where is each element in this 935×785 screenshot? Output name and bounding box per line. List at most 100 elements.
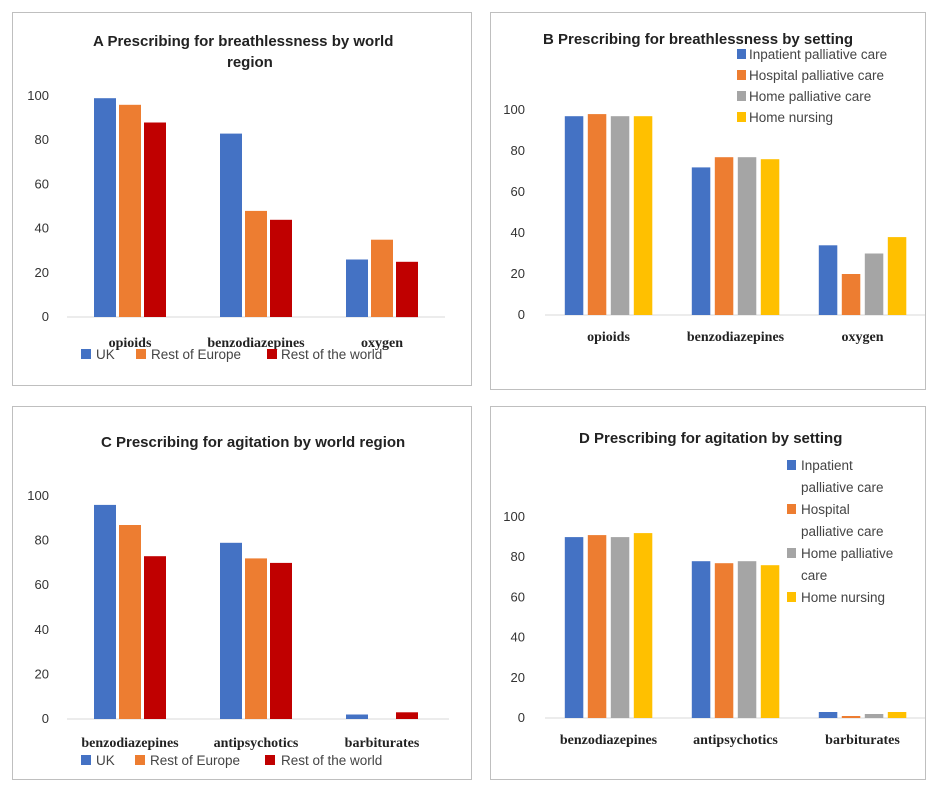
y-tick-label: 20 bbox=[35, 265, 49, 280]
legend-swatch bbox=[267, 349, 277, 359]
bar bbox=[737, 157, 757, 315]
legend-swatch bbox=[737, 49, 746, 59]
category-label: antipsychotics bbox=[693, 733, 778, 748]
category-label: benzodiazepines bbox=[560, 733, 658, 748]
legend-label: Home palliative care bbox=[749, 89, 871, 104]
bar bbox=[760, 565, 780, 718]
chart-title: A Prescribing for breathlessness by worl… bbox=[93, 33, 393, 50]
bar bbox=[94, 504, 116, 719]
category-label: opioids bbox=[109, 336, 152, 351]
legend-swatch bbox=[737, 112, 746, 122]
chart-c: C Prescribing for agitation by world reg… bbox=[27, 434, 449, 768]
legend-swatch bbox=[787, 548, 796, 558]
y-tick-label: 60 bbox=[35, 577, 49, 592]
category-label: barbiturates bbox=[345, 736, 420, 751]
bar bbox=[887, 237, 907, 315]
legend-swatch bbox=[81, 349, 91, 359]
bar bbox=[691, 561, 711, 718]
category-label: antipsychotics bbox=[214, 736, 299, 751]
bar bbox=[818, 712, 838, 718]
bar bbox=[887, 712, 907, 718]
bar bbox=[633, 533, 653, 718]
chart-panel-c: C Prescribing for agitation by world reg… bbox=[12, 406, 472, 780]
bar bbox=[737, 561, 757, 718]
y-tick-label: 100 bbox=[503, 102, 525, 117]
bar bbox=[94, 98, 116, 317]
y-tick-label: 40 bbox=[511, 630, 525, 645]
legend-swatch bbox=[136, 349, 146, 359]
category-label: oxygen bbox=[361, 336, 403, 351]
y-tick-label: 0 bbox=[42, 309, 49, 324]
bar bbox=[144, 556, 166, 719]
y-tick-label: 0 bbox=[518, 307, 525, 322]
legend-swatch bbox=[737, 70, 746, 80]
bar bbox=[610, 116, 630, 315]
chart-panel-b: B Prescribing for breathlessness by sett… bbox=[490, 12, 926, 390]
legend-label: Home nursing bbox=[749, 110, 833, 125]
bar bbox=[714, 563, 734, 718]
bar bbox=[396, 261, 418, 318]
bar bbox=[587, 535, 607, 718]
y-tick-label: 0 bbox=[518, 710, 525, 725]
bar bbox=[818, 245, 838, 315]
chart-title: C Prescribing for agitation by world reg… bbox=[101, 434, 405, 451]
y-tick-label: 60 bbox=[511, 184, 525, 199]
y-tick-label: 100 bbox=[27, 488, 49, 503]
legend-label: UK bbox=[96, 347, 115, 362]
y-tick-label: 60 bbox=[35, 176, 49, 191]
legend-swatch bbox=[787, 504, 796, 514]
bar bbox=[371, 239, 393, 317]
bar bbox=[564, 116, 584, 315]
legend-swatch bbox=[81, 755, 91, 765]
legend-label: Rest of the world bbox=[281, 753, 382, 768]
bar bbox=[760, 159, 780, 315]
y-tick-label: 0 bbox=[42, 711, 49, 726]
legend-swatch bbox=[265, 755, 275, 765]
y-tick-label: 80 bbox=[511, 143, 525, 158]
y-tick-label: 20 bbox=[511, 670, 525, 685]
chart-title: region bbox=[227, 54, 273, 71]
chart-panel-d: D Prescribing for agitation by setting 0 2… bbox=[490, 406, 926, 780]
chart-d: D Prescribing for agitation by setting 0 2… bbox=[503, 430, 925, 748]
bar bbox=[245, 558, 267, 719]
category-label: benzodiazepines bbox=[81, 736, 179, 751]
chart-a: A Prescribing for breathlessness by worl… bbox=[27, 33, 445, 362]
chart-title: B Prescribing for breathlessness by sett… bbox=[543, 31, 853, 48]
y-tick-label: 100 bbox=[503, 509, 525, 524]
bar bbox=[346, 259, 368, 317]
legend-label: UK bbox=[96, 753, 115, 768]
legend-label: Rest of Europe bbox=[150, 753, 240, 768]
bar bbox=[841, 716, 861, 718]
legend-swatch bbox=[787, 460, 796, 470]
y-tick-label: 20 bbox=[35, 666, 49, 681]
y-tick-label: 40 bbox=[511, 225, 525, 240]
bar bbox=[714, 157, 734, 315]
y-tick-label: 20 bbox=[511, 266, 525, 281]
category-label: benzodiazepines bbox=[207, 336, 305, 351]
bar bbox=[587, 114, 607, 315]
bar bbox=[119, 104, 141, 317]
bar bbox=[841, 274, 861, 315]
bar bbox=[396, 712, 418, 719]
bar bbox=[220, 542, 242, 719]
y-tick-label: 40 bbox=[35, 622, 49, 637]
legend-label: Rest of Europe bbox=[151, 347, 241, 362]
bar bbox=[610, 537, 630, 718]
legend-swatch bbox=[737, 91, 746, 101]
chart-title: D Prescribing for agitation by setting bbox=[579, 430, 842, 447]
category-label: benzodiazepines bbox=[687, 330, 785, 345]
category-label: opioids bbox=[587, 330, 630, 345]
y-tick-label: 100 bbox=[27, 88, 49, 103]
bar bbox=[270, 562, 292, 719]
legend-swatch bbox=[135, 755, 145, 765]
bar bbox=[245, 210, 267, 317]
legend-label: Inpatient palliative care bbox=[801, 458, 884, 495]
legend-label: Home palliative care bbox=[801, 546, 893, 583]
bar bbox=[220, 133, 242, 317]
bar bbox=[691, 167, 711, 315]
chart-panel-a: A Prescribing for breathlessness by worl… bbox=[12, 12, 472, 386]
bar bbox=[864, 714, 884, 718]
y-tick-label: 80 bbox=[35, 132, 49, 147]
bar bbox=[270, 219, 292, 317]
bar bbox=[346, 714, 368, 719]
